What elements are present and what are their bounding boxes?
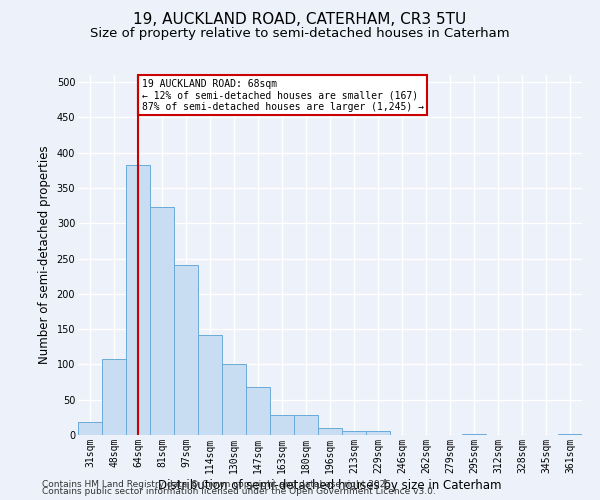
X-axis label: Distribution of semi-detached houses by size in Caterham: Distribution of semi-detached houses by … [158,478,502,492]
Bar [462,434,486,435]
Bar [318,428,342,435]
Bar [342,431,366,435]
Bar [198,336,222,435]
Text: 19, AUCKLAND ROAD, CATERHAM, CR3 5TU: 19, AUCKLAND ROAD, CATERHAM, CR3 5TU [133,12,467,28]
Bar [150,207,174,435]
Bar [558,434,582,435]
Bar [270,414,294,435]
Text: 19 AUCKLAND ROAD: 68sqm
← 12% of semi-detached houses are smaller (167)
87% of s: 19 AUCKLAND ROAD: 68sqm ← 12% of semi-de… [142,78,424,112]
Text: Contains HM Land Registry data © Crown copyright and database right 2025.: Contains HM Land Registry data © Crown c… [42,480,394,489]
Bar [294,414,318,435]
Bar [366,431,390,435]
Y-axis label: Number of semi-detached properties: Number of semi-detached properties [38,146,51,364]
Bar [246,387,270,435]
Bar [174,265,198,435]
Text: Size of property relative to semi-detached houses in Caterham: Size of property relative to semi-detach… [90,28,510,40]
Text: Contains public sector information licensed under the Open Government Licence v3: Contains public sector information licen… [42,488,436,496]
Bar [126,164,150,435]
Bar [102,359,126,435]
Bar [78,422,102,435]
Bar [222,364,246,435]
